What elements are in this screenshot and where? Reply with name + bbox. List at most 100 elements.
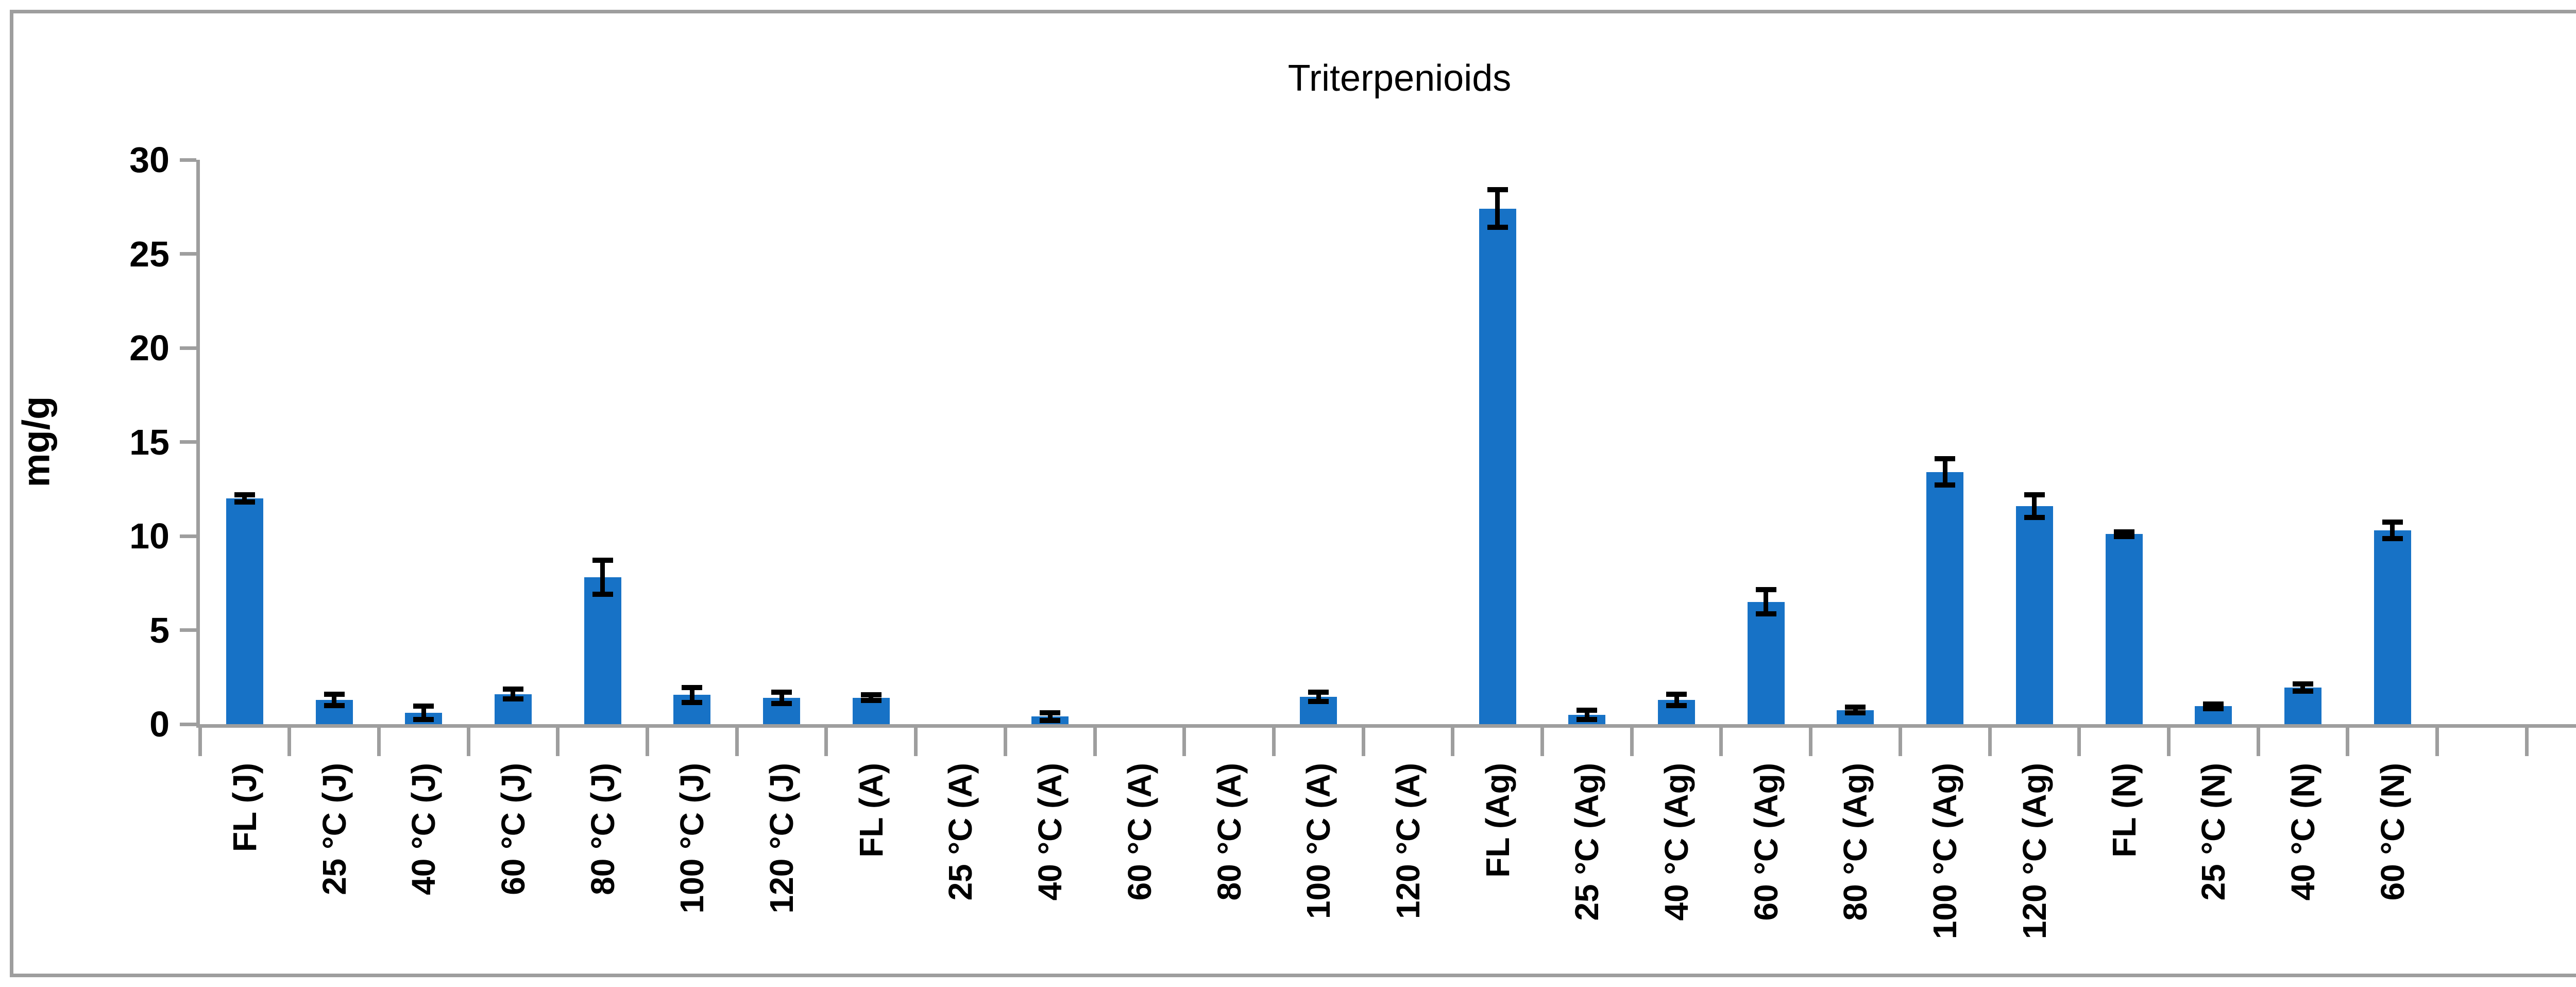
y-tick-mark bbox=[180, 158, 196, 162]
error-bar-cap-bottom bbox=[1040, 717, 1061, 723]
y-axis-line bbox=[196, 160, 200, 728]
error-bar-cap-top bbox=[2113, 529, 2134, 534]
error-bar-whisker bbox=[1853, 707, 1858, 713]
error-bar-cap-top bbox=[682, 684, 703, 690]
error-bar-cap-bottom bbox=[682, 700, 703, 706]
error-bar-cap-bottom bbox=[860, 698, 882, 704]
error-bar-cap-bottom bbox=[413, 716, 434, 722]
x-tick-label: 100 °C (Ag) bbox=[1926, 763, 1964, 940]
x-tick-label: 60 °C (Ag) bbox=[1747, 763, 1785, 921]
x-tick-label: 40 °C (A) bbox=[1031, 763, 1069, 901]
error-bar-cap-bottom bbox=[324, 702, 345, 708]
x-tick-mark bbox=[198, 728, 202, 756]
x-tick-mark bbox=[377, 728, 381, 756]
bar-80 °C (J) bbox=[584, 577, 621, 724]
x-tick-mark bbox=[287, 728, 292, 756]
error-bar-whisker bbox=[2032, 494, 2037, 517]
x-tick-label: 60 °C (A) bbox=[1121, 763, 1158, 901]
x-tick-label: 120 °C (Ag) bbox=[2015, 763, 2053, 940]
error-bar-cap-top bbox=[1487, 187, 1508, 193]
x-tick-label: FL (N) bbox=[2105, 763, 2143, 858]
x-tick-label: FL (J) bbox=[226, 763, 263, 852]
x-tick-mark bbox=[646, 728, 649, 756]
error-bar-whisker bbox=[242, 494, 247, 503]
x-tick-mark bbox=[824, 728, 828, 756]
error-bar-cap-top bbox=[1755, 587, 1776, 593]
x-tick-mark bbox=[1809, 728, 1813, 756]
x-tick-mark bbox=[914, 728, 918, 756]
x-tick-label: 100 °C (J) bbox=[673, 763, 711, 914]
error-bar-cap-bottom bbox=[234, 499, 255, 505]
error-bar-cap-top bbox=[1845, 705, 1866, 710]
error-bar-whisker bbox=[600, 560, 605, 595]
y-tick-label: 30 bbox=[129, 140, 170, 180]
error-bar-cap-bottom bbox=[1935, 482, 1956, 488]
error-bar-cap-bottom bbox=[1577, 716, 1598, 722]
error-bar-cap-top bbox=[1577, 707, 1598, 713]
x-tick-label: 120 °C (J) bbox=[763, 763, 801, 914]
x-tick-label: 120 °C (A) bbox=[1389, 763, 1427, 919]
error-bar-cap-top bbox=[2382, 519, 2403, 525]
error-bar-cap-top bbox=[2024, 492, 2045, 497]
error-bar-whisker bbox=[1584, 710, 1589, 720]
error-bar-cap-bottom bbox=[2113, 533, 2134, 539]
error-bar-cap-top bbox=[592, 558, 613, 563]
bar-FL (Ag) bbox=[1479, 208, 1516, 724]
x-tick-label: 40 °C (J) bbox=[405, 763, 443, 895]
error-bar-whisker bbox=[869, 695, 874, 701]
legend: Triterpenioids bbox=[0, 58, 2576, 99]
error-bar-whisker bbox=[2300, 683, 2306, 692]
x-tick-mark bbox=[1272, 728, 1276, 756]
error-bar-cap-top bbox=[1935, 456, 1956, 462]
error-bar-whisker bbox=[2390, 522, 2395, 539]
error-bar-cap-top bbox=[324, 691, 345, 697]
y-tick-label: 5 bbox=[149, 610, 170, 650]
y-tick-label: 10 bbox=[129, 516, 170, 556]
y-tick-label: 0 bbox=[149, 704, 170, 744]
x-tick-mark bbox=[2524, 728, 2529, 756]
x-tick-label: 25 °C (Ag) bbox=[1568, 763, 1606, 921]
bar-FL (J) bbox=[226, 498, 263, 724]
y-tick-label: 15 bbox=[129, 422, 170, 462]
error-bar-cap-bottom bbox=[2292, 689, 2313, 694]
error-bar-cap-top bbox=[502, 687, 523, 692]
chart-border-frame bbox=[10, 10, 2576, 977]
error-bar-cap-top bbox=[2203, 701, 2224, 707]
x-tick-label: 25 °C (J) bbox=[315, 763, 353, 895]
bar-120 °C (Ag) bbox=[2015, 506, 2053, 724]
y-tick-mark bbox=[180, 252, 196, 256]
error-bar-cap-top bbox=[1308, 689, 1329, 695]
x-tick-label: 40 °C (Ag) bbox=[1658, 763, 1696, 921]
x-tick-mark bbox=[735, 728, 739, 756]
x-tick-label: 100 °C (A) bbox=[1300, 763, 1337, 919]
bar-60 °C (N) bbox=[2374, 530, 2411, 724]
error-bar-cap-bottom bbox=[2203, 706, 2224, 711]
error-bar-cap-bottom bbox=[1487, 225, 1508, 230]
x-tick-mark bbox=[2166, 728, 2171, 756]
x-tick-mark bbox=[2256, 728, 2260, 756]
error-bar-whisker bbox=[1674, 694, 1679, 706]
error-bar-cap-bottom bbox=[2382, 536, 2403, 542]
y-tick-mark bbox=[180, 722, 196, 726]
x-tick-mark bbox=[1451, 728, 1455, 756]
bar-100 °C (Ag) bbox=[1926, 472, 1964, 724]
x-tick-mark bbox=[2435, 728, 2439, 756]
y-tick-label: 25 bbox=[129, 233, 170, 274]
error-bar-cap-bottom bbox=[502, 696, 523, 701]
legend-label-triterpenioids: Triterpenioids bbox=[1287, 58, 1512, 99]
error-bar-cap-bottom bbox=[1666, 702, 1687, 708]
error-bar-cap-bottom bbox=[592, 592, 613, 597]
error-bar-whisker bbox=[421, 706, 426, 720]
bar-60 °C (Ag) bbox=[1747, 601, 1785, 724]
legend-marker-triterpenioids bbox=[1246, 65, 1270, 92]
x-tick-mark bbox=[1182, 728, 1187, 756]
x-tick-mark bbox=[556, 728, 560, 756]
error-bar-cap-bottom bbox=[771, 700, 792, 706]
error-bar-cap-top bbox=[1666, 691, 1687, 697]
x-tick-label: 80 °C (A) bbox=[1210, 763, 1248, 901]
error-bar-cap-bottom bbox=[2024, 514, 2045, 520]
x-tick-label: FL (A) bbox=[852, 763, 890, 858]
x-tick-mark bbox=[1540, 728, 1544, 756]
error-bar-cap-top bbox=[234, 492, 255, 497]
